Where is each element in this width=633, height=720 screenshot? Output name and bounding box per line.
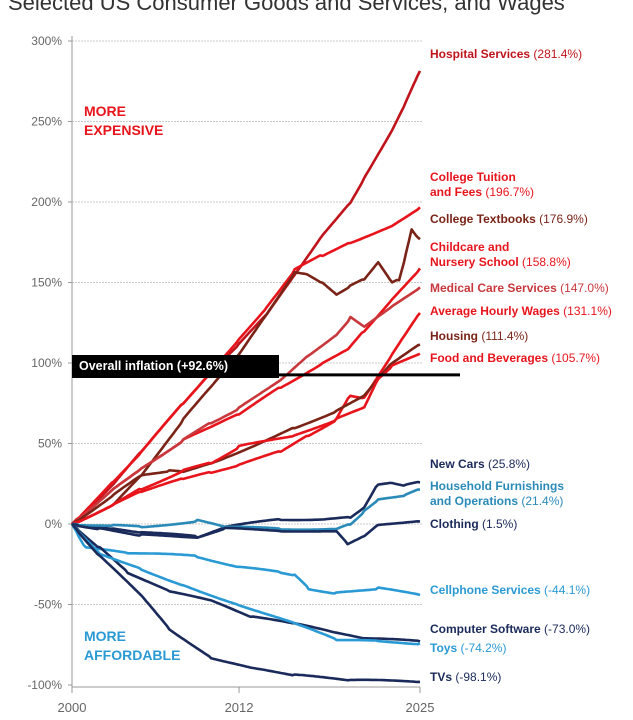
series-value: (21.4%) <box>518 494 564 508</box>
series-value: (-44.1%) <box>540 583 591 597</box>
series-value: (-73.0%) <box>540 622 591 636</box>
series-line-housing <box>71 343 421 526</box>
y-tick-label: 100% <box>31 356 62 370</box>
series-label: Childcare and Nursery School (158.8%) <box>430 240 571 270</box>
series-line-tvs <box>71 523 421 684</box>
series-name: Food and Beverages <box>430 351 549 365</box>
series-value: (131.1%) <box>559 304 612 318</box>
series-name: TVs <box>430 670 453 684</box>
series-line-food-and-beverages <box>71 352 421 526</box>
series-line-household-furnishings-and-operations <box>71 488 421 532</box>
series-label: College Tuition and Fees (196.7%) <box>430 170 534 200</box>
series-line-clothing <box>71 519 421 546</box>
series-label: Clothing (1.5%) <box>430 517 517 532</box>
series-value: (-74.2%) <box>457 641 507 655</box>
series-value: (111.4%) <box>478 329 529 343</box>
annotation-line: AFFORDABLE <box>84 647 181 663</box>
series-line-medical-care-services <box>71 286 421 525</box>
series-name: College Tuition and Fees <box>430 170 516 199</box>
series-value: (25.8%) <box>484 457 531 471</box>
series-name: New Cars <box>430 457 485 471</box>
series-value: (158.8%) <box>518 255 571 269</box>
series-label: Average Hourly Wages (131.1%) <box>430 304 612 319</box>
y-tick-label: -100% <box>27 678 62 692</box>
series-label: TVs (-98.1%) <box>430 670 501 685</box>
y-tick-label: 300% <box>31 34 62 48</box>
series-label: Computer Software (-73.0%) <box>430 622 590 637</box>
x-tick-label: 2025 <box>406 700 435 715</box>
overall-inflation-label: Overall inflation (+92.6%) <box>72 355 279 378</box>
annotation-line: MORE <box>84 103 126 119</box>
series-label: Cellphone Services (-44.1%) <box>430 583 590 598</box>
series-name: Cellphone Services <box>430 583 541 597</box>
series-line-toys <box>71 523 421 646</box>
annotation-line: EXPENSIVE <box>84 122 164 138</box>
annotation-line: MORE <box>84 628 126 644</box>
series-name: Toys <box>430 641 458 655</box>
series-value: (-98.1%) <box>452 670 502 684</box>
series-name: College Textbooks <box>430 212 536 226</box>
series-line-new-cars <box>71 480 421 540</box>
series-value: (196.7%) <box>482 185 535 199</box>
series-line-college-tuition-and-fees <box>71 206 421 525</box>
y-tick-label: -50% <box>34 598 62 612</box>
series-label: New Cars (25.8%) <box>430 457 530 472</box>
series-value: (105.7%) <box>548 351 601 365</box>
y-tick-label: 50% <box>38 437 62 451</box>
series-name: Childcare and Nursery School <box>430 240 519 269</box>
x-tick-label: 2000 <box>58 700 87 715</box>
more-expensive-annotation: MORE EXPENSIVE <box>84 102 163 140</box>
series-name: Clothing <box>430 517 479 531</box>
series-line-cellphone-services <box>70 523 421 597</box>
series-value: (281.4%) <box>530 47 583 61</box>
series-value: (176.9%) <box>535 212 588 226</box>
y-tick-label: 200% <box>31 195 62 209</box>
series-name: Average Hourly Wages <box>430 304 560 318</box>
series-line-computer-software <box>71 523 421 643</box>
series-name: Computer Software <box>430 622 541 636</box>
y-tick-label: 0% <box>45 517 63 531</box>
series-line-college-textbooks <box>71 228 421 526</box>
series-name: Medical Care Services <box>430 281 557 295</box>
series-label: Household Furnishings and Operations (21.… <box>430 479 564 509</box>
series-value: (1.5%) <box>478 517 518 531</box>
series-label: College Textbooks (176.9%) <box>430 212 588 227</box>
more-affordable-annotation: MORE AFFORDABLE <box>84 627 180 665</box>
y-tick-label: 150% <box>31 276 62 290</box>
series-label: Hospital Services (281.4%) <box>430 47 582 62</box>
series-name: Housing <box>430 329 478 343</box>
series-label: Toys (-74.2%) <box>430 641 506 656</box>
chart-title: Selected US Consumer Goods and Services,… <box>8 0 565 15</box>
series-label: Medical Care Services (147.0%) <box>430 281 609 296</box>
series-value: (147.0%) <box>556 281 609 295</box>
series-name: Hospital Services <box>430 47 531 61</box>
y-tick-label: 250% <box>31 115 62 129</box>
x-tick-label: 2012 <box>225 700 254 715</box>
series-label: Food and Beverages (105.7%) <box>430 351 600 366</box>
series-label: Housing (111.4%) <box>430 329 528 344</box>
series-name: Household Furnishings and Operations <box>430 479 564 508</box>
